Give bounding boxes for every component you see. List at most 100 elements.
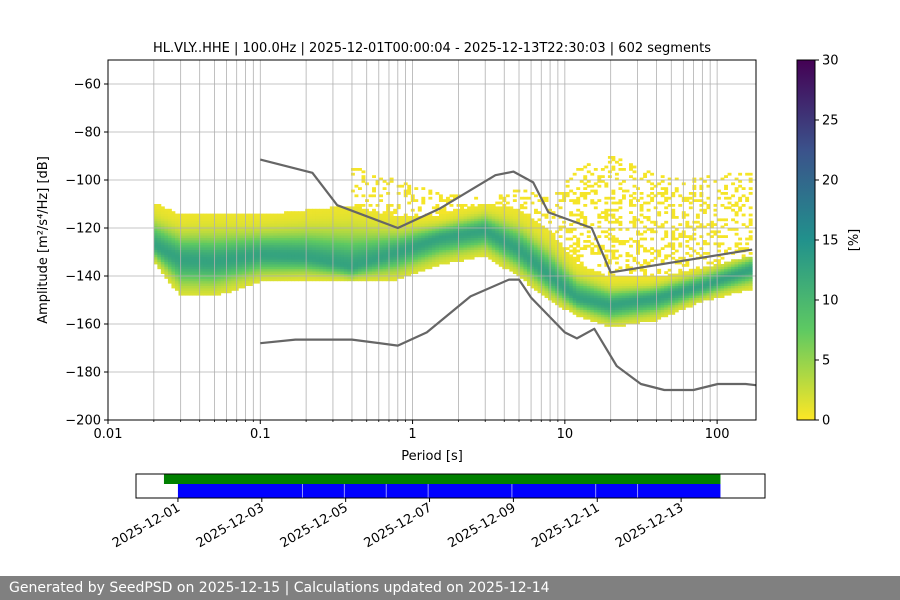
density-cell <box>262 254 267 258</box>
density-cell <box>319 273 324 277</box>
density-cell <box>477 223 482 226</box>
density-cell <box>375 276 380 279</box>
density-cell <box>748 259 753 262</box>
density-cell <box>153 244 158 248</box>
density-cell <box>734 228 739 231</box>
density-cell <box>227 218 232 222</box>
density-cell <box>417 232 422 236</box>
density-cell <box>681 211 686 214</box>
density-cell <box>417 247 422 250</box>
density-cell <box>329 216 334 219</box>
density-cell <box>361 177 366 181</box>
density-cell <box>653 297 658 301</box>
density-cell <box>182 278 186 282</box>
density-cell <box>551 280 556 284</box>
density-cell <box>421 259 426 262</box>
density-cell <box>382 240 387 243</box>
density-cell <box>185 280 190 284</box>
density-cell <box>357 225 362 229</box>
density-cell <box>343 235 348 238</box>
density-cell <box>541 254 545 258</box>
density-cell <box>717 230 721 234</box>
density-cell <box>284 259 288 262</box>
density-cell <box>270 247 274 250</box>
density-cell <box>277 256 281 260</box>
density-cell <box>284 211 288 214</box>
density-cell <box>210 247 215 250</box>
density-cell <box>519 252 524 255</box>
density-cell <box>301 223 306 226</box>
density-cell <box>533 280 538 284</box>
density-cell <box>277 247 281 250</box>
density-cell <box>182 220 186 224</box>
density-cell <box>629 319 633 322</box>
density-cell <box>245 266 250 270</box>
density-cell <box>270 225 274 229</box>
density-cell <box>614 261 619 265</box>
density-cell <box>629 194 633 198</box>
density-cell <box>734 261 739 265</box>
density-cell <box>541 285 545 289</box>
density-cell <box>301 276 306 279</box>
density-cell <box>583 295 588 298</box>
density-cell <box>245 242 250 246</box>
density-cell <box>671 309 676 313</box>
density-cell <box>519 223 524 226</box>
density-cell <box>569 266 574 270</box>
density-cell <box>653 302 658 306</box>
density-cell <box>287 228 292 231</box>
density-cell <box>262 223 267 226</box>
density-cell <box>512 254 517 258</box>
density-cell <box>220 247 225 250</box>
density-cell <box>245 254 250 258</box>
density-cell <box>213 259 218 262</box>
density-cell <box>555 242 560 246</box>
density-cell <box>389 252 394 255</box>
density-cell <box>414 213 419 217</box>
density-cell <box>600 316 605 320</box>
density-cell <box>643 273 648 277</box>
density-cell <box>213 218 218 222</box>
density-cell <box>579 304 584 308</box>
density-cell <box>315 216 320 219</box>
density-cell <box>270 223 274 226</box>
density-cell <box>720 266 725 270</box>
density-cell <box>438 242 443 246</box>
density-cell <box>660 259 665 262</box>
density-cell <box>530 242 535 246</box>
density-cell <box>372 256 376 260</box>
density-cell <box>167 230 172 234</box>
density-cell <box>217 225 222 229</box>
density-cell <box>231 235 236 238</box>
density-cell <box>706 232 711 236</box>
density-cell <box>336 276 341 279</box>
density-cell <box>386 213 391 217</box>
density-cell <box>576 280 581 284</box>
density-cell <box>357 168 362 171</box>
density-cell <box>189 290 193 294</box>
density-cell <box>724 276 728 279</box>
density-cell <box>614 220 619 224</box>
density-cell <box>199 264 204 267</box>
density-cell <box>477 206 482 210</box>
density-cell <box>245 283 250 286</box>
density-cell <box>724 184 728 188</box>
density-cell <box>667 278 672 282</box>
density-cell <box>590 242 595 246</box>
density-cell <box>270 213 274 217</box>
density-cell <box>428 254 433 258</box>
density-cell <box>512 237 517 241</box>
density-cell <box>336 223 341 226</box>
density-cell <box>301 264 306 267</box>
density-cell <box>220 252 225 255</box>
density-cell <box>604 295 609 298</box>
density-cell <box>340 273 345 277</box>
density-cell <box>164 264 169 267</box>
density-cell <box>322 223 327 226</box>
density-cell <box>512 244 517 248</box>
density-cell <box>541 232 545 236</box>
density-cell <box>741 261 746 265</box>
density-cell <box>460 244 464 248</box>
density-cell <box>674 309 679 313</box>
density-cell <box>164 223 169 226</box>
